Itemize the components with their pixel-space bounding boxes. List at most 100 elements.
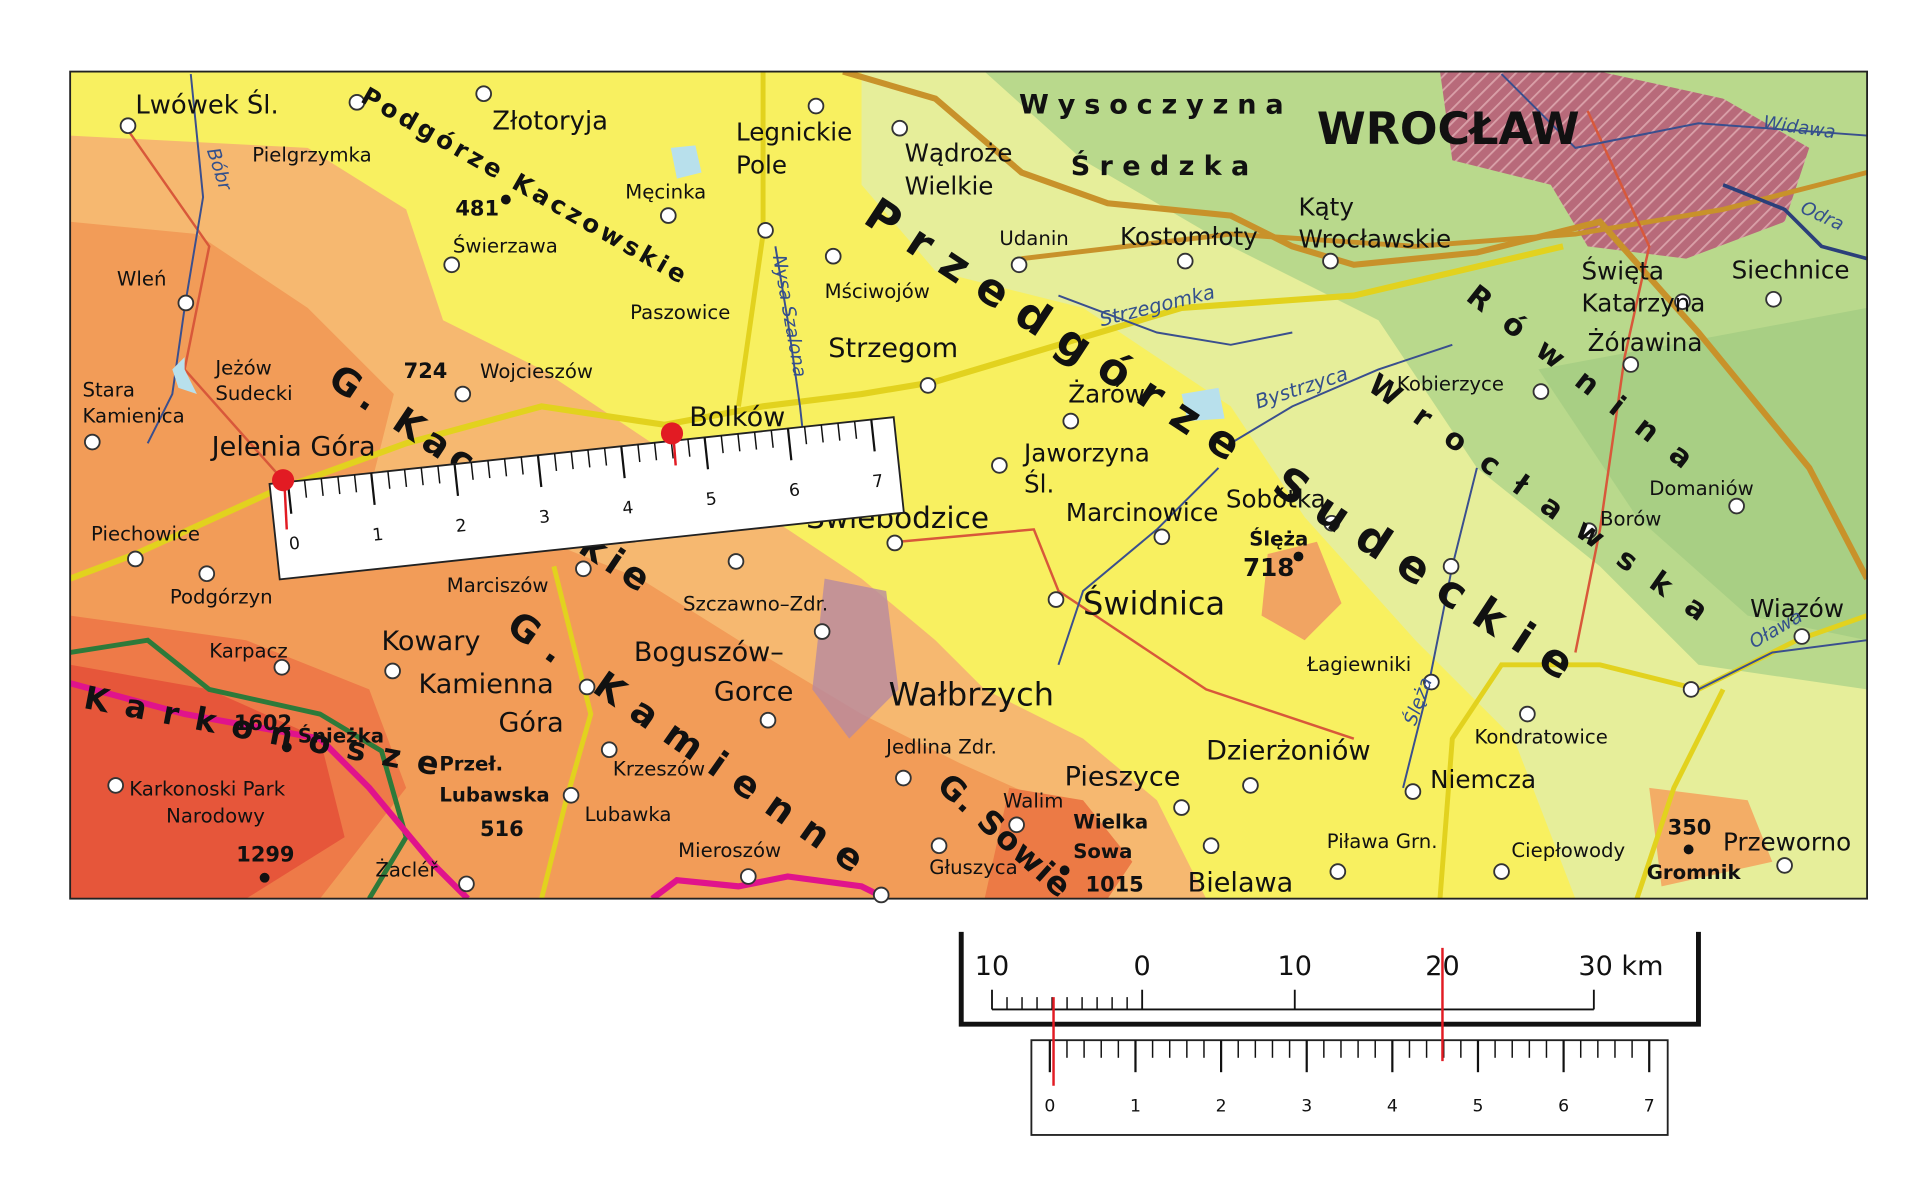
ruler-tick <box>737 433 741 452</box>
place-label: Kamienica <box>82 404 184 427</box>
ruler-tick <box>803 426 808 445</box>
place-label: Paszowice <box>630 301 730 324</box>
place-label: Wleń <box>117 268 167 291</box>
map-background <box>70 71 1868 899</box>
scale-label: 10 <box>1278 951 1312 982</box>
place-label: Podgórzyn <box>170 585 273 608</box>
town-marker <box>1776 857 1793 874</box>
ruler-tick <box>503 458 508 477</box>
scale-label: 30 km <box>1578 951 1663 982</box>
ruler-pins <box>272 422 684 530</box>
scale-red-lines <box>1052 947 1444 1086</box>
town-marker <box>1323 514 1341 532</box>
town-marker <box>177 294 195 312</box>
ruler-tick <box>720 435 724 454</box>
place-label: 1299 <box>236 843 294 867</box>
place-label: Męcinka <box>625 180 706 203</box>
place-label: Wałbrzych <box>889 675 1054 713</box>
place-label: WROCŁAW <box>1317 104 1580 155</box>
place-label: Wądroże <box>905 138 1013 167</box>
scale-bar: 10 0 10 20 30 km <box>958 931 1701 1027</box>
ruler-tick <box>470 462 474 480</box>
place-label: Boguszów– <box>634 637 784 668</box>
town-marker <box>759 711 777 729</box>
place-label: Jaworzyna <box>1022 439 1150 468</box>
place-label: Borów <box>1600 508 1661 531</box>
place-label: Dzierżoniów <box>1206 736 1370 767</box>
town-marker <box>127 550 144 568</box>
place-label: Śnieżka <box>298 723 384 747</box>
ruler-tick <box>320 478 324 496</box>
town-marker <box>600 741 618 759</box>
ruler-tick <box>820 424 824 443</box>
town-marker <box>1580 522 1598 539</box>
ruler-tick <box>620 446 626 479</box>
town-marker <box>119 117 137 135</box>
place-label: Gromnik <box>1647 861 1742 884</box>
town-marker <box>1493 863 1510 880</box>
town-marker <box>443 256 461 274</box>
town-marker <box>1176 252 1194 270</box>
ruler-tick <box>403 469 408 488</box>
ruler-label: 2 <box>455 516 468 537</box>
town-marker <box>1793 628 1811 645</box>
town-marker <box>1202 837 1220 855</box>
ruler-tick <box>387 471 391 489</box>
town-marker <box>1010 256 1028 274</box>
ruler-label: 4 <box>621 498 634 519</box>
place-label: Bolków <box>689 402 785 433</box>
town-marker <box>1062 412 1080 430</box>
place-label: Siechnice <box>1732 255 1850 284</box>
town-marker <box>813 623 831 640</box>
ruler-label: 0 <box>288 534 301 555</box>
ruler-tick <box>487 460 491 479</box>
town-marker <box>660 207 677 224</box>
ruler-tick <box>837 423 841 441</box>
town-marker <box>475 85 493 103</box>
ruler-tick <box>337 476 341 495</box>
place-label: Gorce <box>714 677 794 708</box>
peak-marker <box>281 742 292 753</box>
place-label: Łagiewniki <box>1306 653 1411 676</box>
place-label: Katarzyna <box>1582 289 1706 318</box>
town-marker <box>1674 293 1691 311</box>
town-marker <box>1532 383 1550 400</box>
town-marker <box>198 565 216 583</box>
place-label: Domaniów <box>1649 477 1754 500</box>
place-label: Kowary <box>382 626 481 657</box>
place-label: 481 <box>455 197 499 221</box>
ruler-label: 6 <box>1558 1097 1569 1117</box>
town-marker <box>1173 799 1190 816</box>
town-marker <box>886 534 904 552</box>
town-marker <box>891 119 908 137</box>
town-marker <box>84 433 101 451</box>
place-label: Legnickie <box>736 117 852 146</box>
ruler-tick <box>753 431 758 450</box>
ruler-tick <box>770 430 774 448</box>
place-label: Kąty <box>1298 193 1353 222</box>
town-marker <box>1682 681 1700 698</box>
town-marker <box>273 658 291 676</box>
town-marker <box>578 678 596 696</box>
place-label: Święta <box>1582 256 1664 286</box>
place-label: Żarów <box>1068 380 1145 409</box>
place-label: Mieroszów <box>678 839 781 862</box>
place-label: Lwówek Śl. <box>135 88 278 120</box>
town-marker <box>562 786 580 804</box>
ruler-label: 7 <box>1644 1097 1655 1117</box>
place-label: Szczawno–Zdr. <box>683 593 828 616</box>
place-label: Lubawska <box>439 783 549 806</box>
town-marker <box>740 868 757 885</box>
place-label: Kamienna <box>418 669 553 700</box>
place-label: Głuszyca <box>929 856 1017 879</box>
ruler-tick <box>786 428 793 461</box>
town-marker <box>1622 356 1640 373</box>
ruler-overlay: 0 1 2 3 4 5 6 7 <box>268 416 905 581</box>
place-label: Piechowice <box>91 523 200 546</box>
town-marker <box>919 377 937 394</box>
ruler-tick <box>703 437 710 470</box>
region-label: Średzka <box>1071 150 1249 182</box>
town-marker <box>1404 783 1422 800</box>
place-label: Przeworno <box>1723 828 1851 857</box>
ruler-label: 3 <box>538 507 551 528</box>
